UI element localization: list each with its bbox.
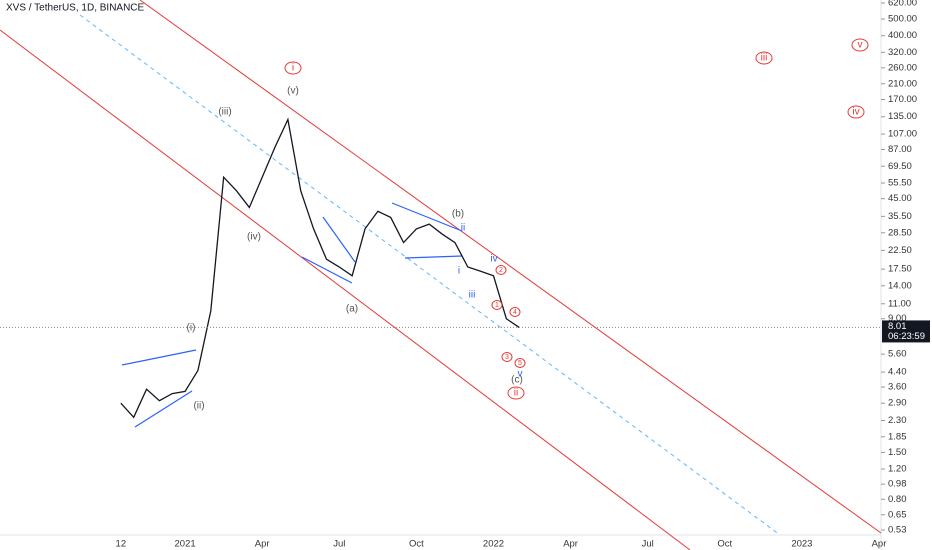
- wave-circle: [851, 38, 869, 52]
- y-tick-label: 0.53: [888, 525, 907, 536]
- y-tick-label: 210.00: [888, 78, 917, 89]
- x-tick-label: Jul: [333, 539, 345, 550]
- wave-label: (a): [346, 304, 358, 315]
- wave-label: (v): [287, 86, 299, 97]
- wave-label: iv: [852, 107, 859, 118]
- wave-label: v: [518, 369, 523, 380]
- wave-label: v: [858, 40, 863, 51]
- wave-circle: [514, 358, 526, 368]
- x-tick-label: 12: [116, 539, 127, 550]
- y-tick-label: 500.00: [888, 14, 917, 25]
- countdown-label: 06:23:59: [888, 331, 925, 342]
- wave-label: (b): [452, 209, 464, 220]
- x-tick-label: 2023: [791, 539, 812, 550]
- y-tick-label: 9.00: [888, 313, 907, 324]
- wave-circle: [284, 61, 302, 75]
- wave-circle: [507, 386, 525, 400]
- y-tick-label: 87.00: [888, 144, 912, 155]
- wave-label: 3: [505, 354, 509, 361]
- y-tick-label: 1.20: [888, 464, 907, 475]
- y-tick-label: 1.50: [888, 447, 907, 458]
- y-tick-label: 55.50: [888, 178, 912, 189]
- y-tick-label: 11.00: [888, 298, 911, 309]
- y-tick-label: 69.50: [888, 161, 912, 172]
- y-tick-label: 4.40: [888, 367, 907, 378]
- x-tick-label: Jul: [642, 539, 654, 550]
- wave-label: (i): [187, 323, 196, 334]
- y-tick-label: 0.65: [888, 509, 907, 520]
- y-tick-label: 0.80: [888, 494, 907, 505]
- y-tick-label: 170.00: [888, 94, 917, 105]
- wave-label: i: [458, 266, 460, 277]
- wave-circle: [847, 105, 865, 119]
- wave-circle: [495, 265, 507, 275]
- wave-label: 5: [518, 360, 522, 367]
- price-line: [120, 117, 520, 419]
- chart-title: XVS / TetherUS, 1D, BINANCE: [6, 3, 145, 14]
- wave-label: (iii): [218, 107, 231, 118]
- wave-pattern: [121, 202, 463, 428]
- wave-label: iii: [469, 290, 476, 301]
- y-tick-label: 45.00: [888, 193, 912, 204]
- y-tick-label: 1.85: [888, 431, 907, 442]
- x-tick-label: 2022: [483, 539, 504, 550]
- y-tick-label: 35.50: [888, 211, 912, 222]
- y-tick-label: 5.60: [888, 349, 907, 360]
- x-tick-label: Oct: [717, 539, 732, 550]
- last-price-label: 8.01: [888, 321, 907, 332]
- last-price-box: [882, 320, 930, 343]
- y-tick-label: 28.50: [888, 227, 912, 238]
- y-tick-label: 14.00: [888, 280, 912, 291]
- wave-label: (ii): [193, 401, 204, 412]
- wave-label: i: [292, 63, 294, 74]
- x-tick-label: Apr: [563, 539, 578, 550]
- wave-label: (iv): [247, 232, 261, 243]
- y-tick-label: 22.50: [888, 245, 912, 256]
- y-tick-label: 620.00: [888, 0, 917, 9]
- y-tick-label: 2.90: [888, 398, 907, 409]
- wave-label: ii: [461, 223, 465, 234]
- wave-label: (c): [511, 375, 523, 386]
- x-tick-label: 2021: [175, 539, 196, 550]
- wave-label: iii: [761, 53, 768, 64]
- channel-line: [0, 29, 691, 550]
- y-tick-label: 107.00: [888, 129, 917, 140]
- y-tick-label: 135.00: [888, 111, 917, 122]
- x-tick-label: Oct: [409, 539, 424, 550]
- y-tick-label: 400.00: [888, 30, 917, 41]
- x-tick-label: Apr: [872, 539, 887, 550]
- wave-label: 1: [495, 302, 499, 309]
- wave-label: ii: [514, 388, 518, 399]
- wave-label: iv: [490, 254, 497, 265]
- wave-label: 4: [513, 309, 517, 316]
- y-tick-label: 2.30: [888, 415, 907, 426]
- channel-line: [139, 0, 882, 534]
- x-tick-label: Apr: [255, 539, 270, 550]
- channel-midline: [79, 14, 781, 536]
- y-tick-label: 3.60: [888, 382, 907, 393]
- y-tick-label: 320.00: [888, 47, 917, 58]
- y-tick-label: 0.98: [888, 479, 907, 490]
- wave-circle: [491, 300, 503, 310]
- wave-label: 2: [499, 267, 503, 274]
- wave-circle: [509, 307, 521, 317]
- wave-circle: [755, 51, 773, 65]
- y-tick-label: 17.50: [888, 264, 912, 275]
- y-tick-label: 260.00: [888, 62, 917, 73]
- wave-circle: [501, 352, 513, 362]
